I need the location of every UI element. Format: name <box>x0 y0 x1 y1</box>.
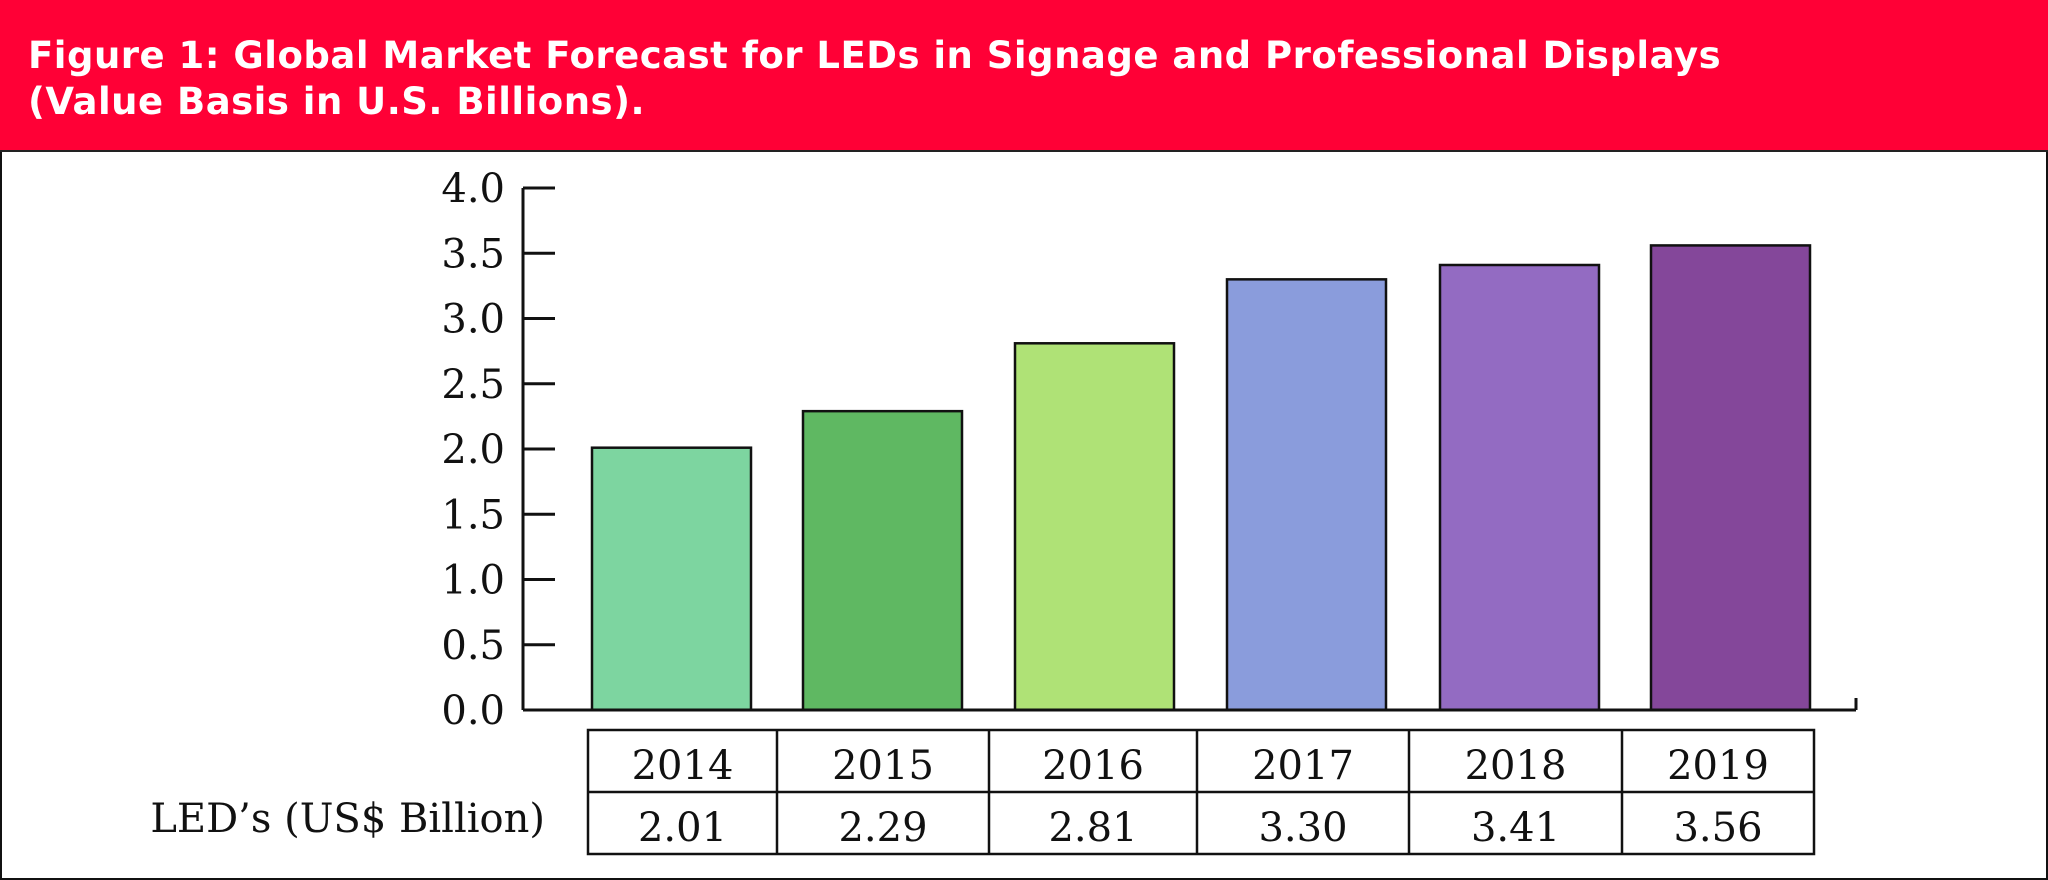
bar-2018 <box>1438 263 1601 712</box>
bar-2016 <box>1013 342 1176 712</box>
table-year-2014: 2014 <box>632 743 734 789</box>
table-value-2017: 3.30 <box>1258 805 1347 851</box>
table-value-2018: 3.41 <box>1471 805 1560 851</box>
y-tick-label-0.0: 0.0 <box>441 688 505 734</box>
y-tick-label-2.0: 2.0 <box>441 427 505 473</box>
y-tick-label-0.5: 0.5 <box>441 623 505 669</box>
y-tick-label-2.5: 2.5 <box>441 362 505 408</box>
y-tick-label-1.5: 1.5 <box>441 492 505 538</box>
bar-2019 <box>1649 244 1812 712</box>
table-year-2015: 2015 <box>832 743 934 789</box>
chart-frame-top-border <box>0 150 2048 152</box>
table-year-2018: 2018 <box>1465 743 1567 789</box>
y-tick-label-3.5: 3.5 <box>441 231 505 277</box>
table-year-2016: 2016 <box>1042 743 1144 789</box>
table-value-2014: 2.01 <box>638 805 727 851</box>
bar-2017 <box>1225 278 1388 712</box>
table-value-2019: 3.56 <box>1673 805 1762 851</box>
table-value-2016: 2.81 <box>1048 805 1137 851</box>
figure-title-bar: Figure 1: Global Market Forecast for LED… <box>0 0 2048 150</box>
chart-frame <box>0 150 2048 880</box>
table-year-2017: 2017 <box>1252 743 1354 789</box>
table-row-label: LED’s (US$ Billion) <box>150 796 545 842</box>
y-tick-label-3.0: 3.0 <box>441 297 505 343</box>
figure-title-line-2: (Value Basis in U.S. Billions). <box>28 80 646 123</box>
bar-2015 <box>801 409 964 712</box>
y-tick-label-4.0: 4.0 <box>441 166 505 212</box>
table-year-2019: 2019 <box>1667 743 1769 789</box>
bar-2014 <box>590 446 753 712</box>
figure-title-line-1: Figure 1: Global Market Forecast for LED… <box>28 34 1722 77</box>
table-value-2015: 2.29 <box>838 805 927 851</box>
y-tick-label-1.0: 1.0 <box>441 558 505 604</box>
